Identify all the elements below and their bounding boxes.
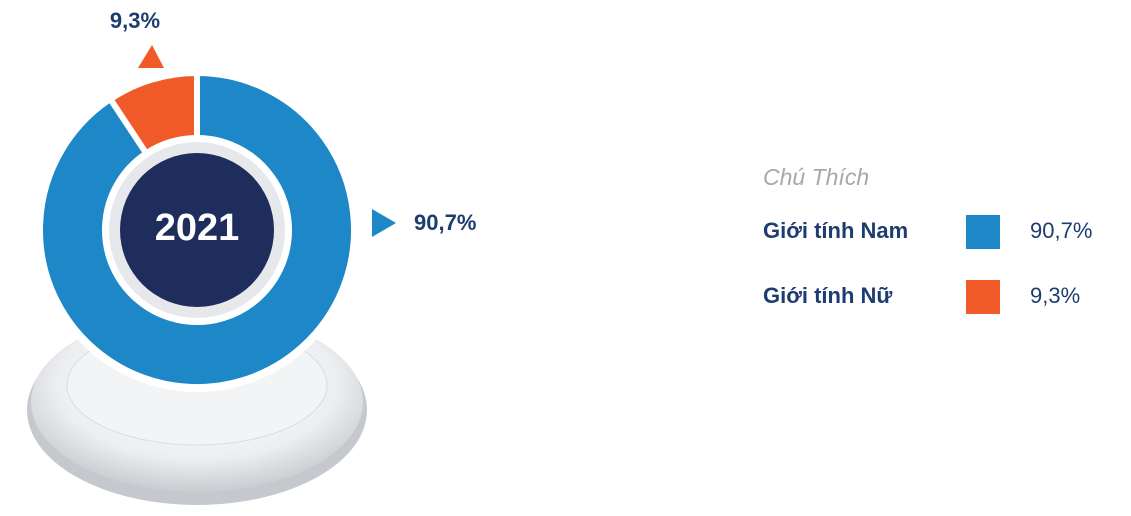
pointer <box>372 209 396 237</box>
data-label: 9,3% <box>110 8 160 33</box>
pointer <box>138 45 164 68</box>
center-label: 2021 <box>155 207 240 249</box>
legend-label: Giới tính Nữ <box>763 283 892 308</box>
legend-label: Giới tính Nam <box>763 218 908 243</box>
legend-swatch <box>966 215 1000 249</box>
legend-swatch <box>966 280 1000 314</box>
center <box>120 153 274 307</box>
data-label: 90,7% <box>414 210 476 235</box>
legend-title: Chú Thích <box>763 164 869 190</box>
legend-value: 9,3% <box>1030 283 1080 308</box>
legend-value: 90,7% <box>1030 218 1092 243</box>
